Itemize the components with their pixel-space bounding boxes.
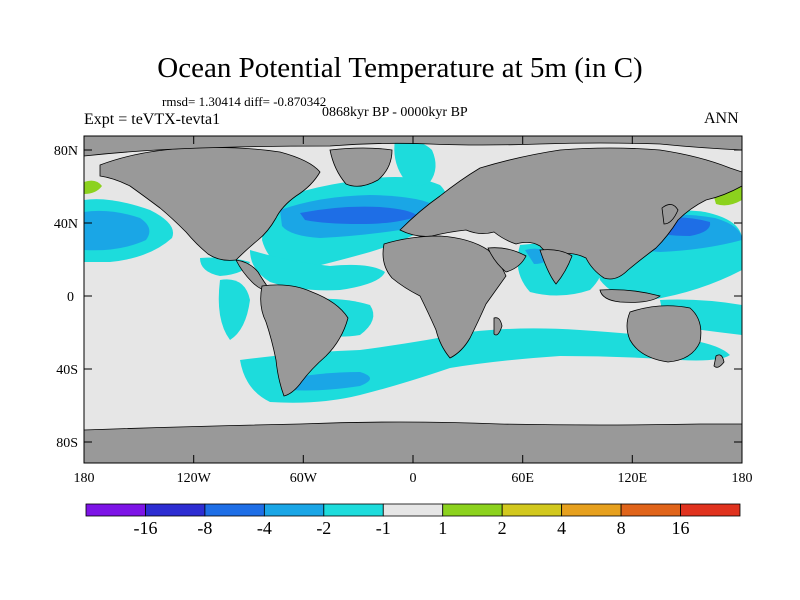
lat-label-0: 0 — [67, 290, 74, 305]
colorbar-label: 16 — [671, 518, 690, 538]
lat-labels: 80N 40N 0 40S 80S — [54, 144, 78, 451]
land-indonesia — [599, 289, 661, 303]
experiment-label: Expt = teVTX-tevta1 — [84, 111, 221, 128]
season-label: ANN — [704, 110, 739, 127]
anomaly-southeast-pacific — [218, 279, 250, 340]
land-new-zealand — [713, 354, 725, 368]
colorbar-label: -8 — [197, 518, 213, 538]
colorbar-label: -1 — [375, 518, 391, 538]
lat-label-80n: 80N — [54, 144, 78, 159]
period-text: 0868kyr BP - 0000kyr BP — [322, 105, 468, 120]
landmasses — [84, 136, 742, 463]
land-greenland — [329, 147, 393, 187]
colorbar-swatch — [204, 503, 265, 517]
land-antarctica — [84, 421, 742, 463]
colorbar-label: -2 — [316, 518, 332, 538]
lon-label-180w: 180 — [74, 471, 95, 486]
map-panel — [84, 136, 742, 463]
lon-label-60e: 60E — [511, 471, 534, 486]
land-north-america — [99, 147, 321, 261]
colorbar-swatch — [323, 503, 384, 517]
land-india — [539, 249, 573, 285]
lon-axis — [83, 136, 743, 463]
colorbar-label: 4 — [557, 518, 567, 538]
colorbar-swatch — [561, 503, 622, 517]
land-eurasia — [399, 147, 742, 280]
colorbar-swatch — [680, 503, 741, 517]
colorbar-swatch — [145, 503, 206, 517]
anomaly-bering-warm — [84, 180, 102, 194]
lon-label-60w: 60W — [290, 471, 318, 486]
land-madagascar — [493, 317, 503, 336]
colorbar-swatch — [501, 503, 563, 517]
colorbar-label: 2 — [497, 518, 507, 538]
anomaly-north-pacific-east-core — [84, 210, 150, 251]
lat-label-40s: 40S — [56, 363, 78, 378]
colorbar-swatch — [382, 503, 444, 517]
colorbar-label: -16 — [133, 518, 158, 538]
land-south-america — [260, 284, 349, 397]
lon-labels: 180 120W 60W 0 60E 120E 180 — [74, 471, 753, 486]
colorbar — [85, 503, 741, 517]
lon-label-180e: 180 — [732, 471, 753, 486]
colorbar-swatch — [442, 503, 503, 517]
colorbar-swatch — [85, 503, 146, 517]
land-arabia — [487, 247, 527, 273]
lon-label-0: 0 — [410, 471, 417, 486]
lon-label-120w: 120W — [177, 471, 212, 486]
land-africa — [382, 235, 507, 359]
land-australia — [626, 305, 702, 363]
colorbar-label: 1 — [438, 518, 448, 538]
plot-title: Ocean Potential Temperature at 5m (in C) — [157, 52, 643, 84]
lat-label-80s: 80S — [56, 436, 78, 451]
anomaly-north-atlantic-deep — [300, 206, 418, 224]
lon-label-120e: 120E — [618, 471, 648, 486]
land-japan — [661, 204, 679, 225]
colorbar-swatch — [620, 503, 681, 517]
colorbar-swatch — [263, 503, 325, 517]
lat-label-40n: 40N — [54, 217, 78, 232]
colorbar-label: -4 — [256, 518, 272, 538]
lat-axis — [84, 149, 742, 443]
stats-text: rmsd= 1.30414 diff= -0.870342 — [162, 94, 327, 109]
anomaly-tropical-atlantic — [250, 250, 385, 291]
anomaly-nordic-seas — [394, 139, 436, 186]
land-arctic-fringe — [84, 136, 742, 157]
colorbar-label: 8 — [616, 518, 626, 538]
